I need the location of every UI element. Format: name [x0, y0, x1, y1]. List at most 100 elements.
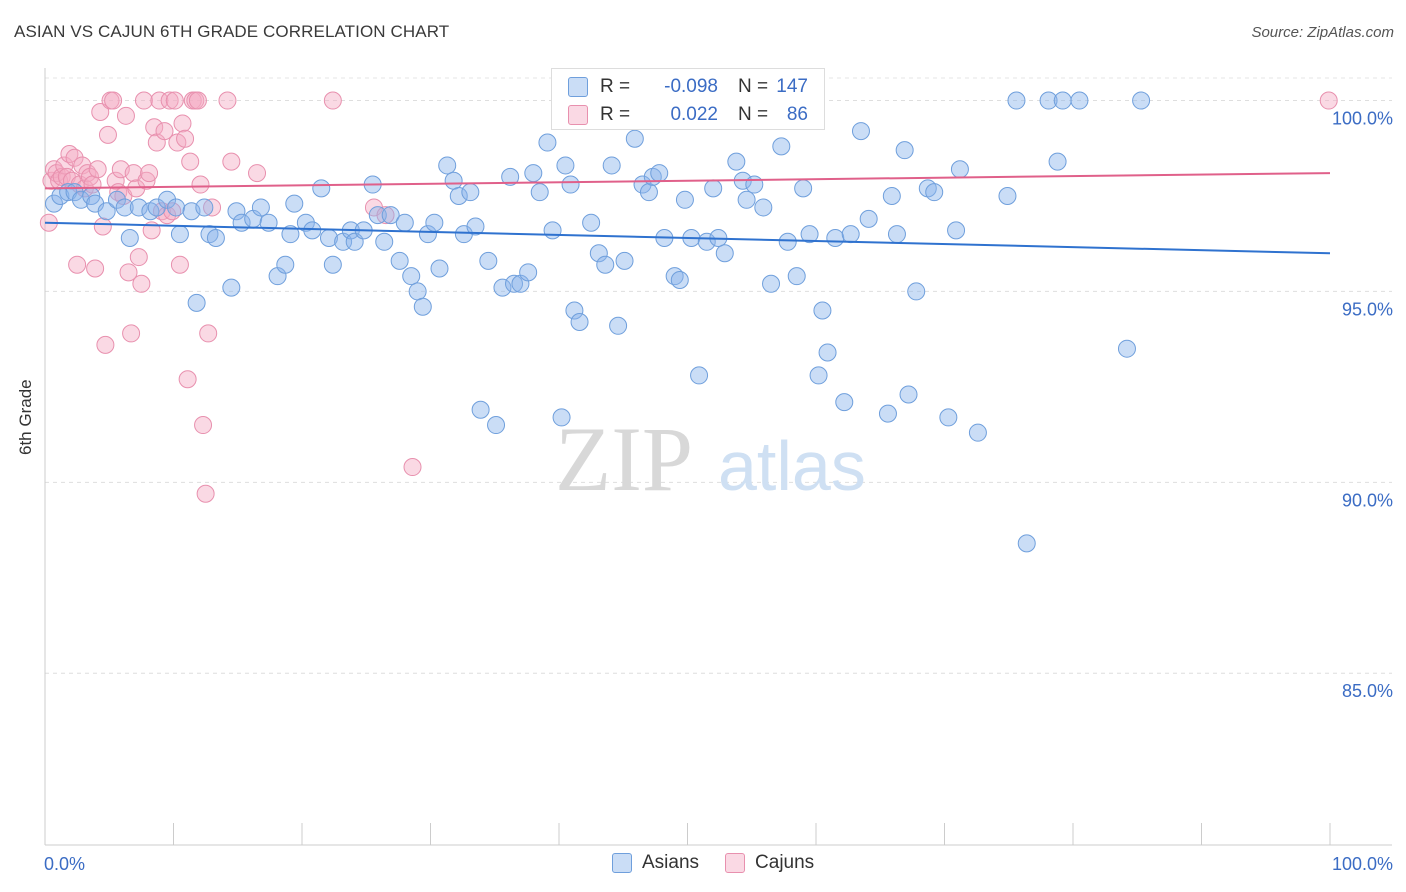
- asians-point: [395, 213, 414, 232]
- watermark-zip: ZIP: [555, 408, 693, 510]
- asians-point: [312, 179, 331, 198]
- asians-point: [800, 225, 819, 244]
- asians-point: [425, 213, 444, 232]
- asians-point: [487, 416, 506, 435]
- source-label: Source: ZipAtlas.com: [1251, 24, 1394, 41]
- cajuns-point: [140, 164, 159, 183]
- asians-point: [609, 316, 628, 335]
- watermark-atlas: atlas: [718, 427, 866, 505]
- y-tick-label: 85.0%: [1342, 681, 1393, 701]
- asians-point: [772, 137, 791, 156]
- cajuns-point: [191, 175, 210, 194]
- legend-item-cajuns[interactable]: Cajuns: [725, 852, 814, 874]
- asians-point: [1053, 91, 1072, 110]
- cajuns-point: [116, 106, 135, 125]
- asians-point: [524, 164, 543, 183]
- asians-point: [639, 183, 658, 202]
- cajuns-point: [119, 263, 138, 282]
- asians-point: [556, 156, 575, 175]
- asians-point: [925, 183, 944, 202]
- asians-point: [471, 400, 490, 419]
- asians-point: [195, 198, 214, 217]
- x-tick-label: 100.0%: [1332, 854, 1393, 874]
- asians-point: [276, 255, 295, 274]
- asians-point: [602, 156, 621, 175]
- legend: Asians Cajuns: [612, 852, 814, 874]
- asians-point: [444, 171, 463, 190]
- cajuns-stats-row: R = 0.022 N = 86: [568, 104, 808, 126]
- asians-point: [878, 404, 897, 423]
- cajuns-point: [98, 125, 117, 144]
- asians-point: [813, 301, 832, 320]
- asians-point: [158, 190, 177, 209]
- asians-point: [561, 175, 580, 194]
- asians-point: [390, 251, 409, 270]
- asians-point: [1048, 152, 1067, 171]
- asians-points: [44, 91, 1151, 553]
- asians-point: [115, 198, 134, 217]
- asians-point: [787, 267, 806, 286]
- cajuns-point: [91, 102, 110, 121]
- asians-point: [296, 213, 315, 232]
- asians-point: [737, 190, 756, 209]
- asians-point: [167, 198, 186, 217]
- asians-stats-row: R = -0.098 N = 147: [568, 76, 808, 98]
- asians-point: [947, 221, 966, 240]
- cajuns-point: [96, 335, 115, 354]
- legend-label-asians: Asians: [642, 852, 700, 873]
- legend-item-asians[interactable]: Asians: [612, 852, 699, 874]
- legend-swatch-asians: [612, 853, 632, 873]
- asians-point: [479, 251, 498, 270]
- asians-point: [227, 202, 246, 221]
- asians-point: [543, 221, 562, 240]
- asians-r-value: -0.098: [664, 76, 718, 97]
- asians-point: [745, 175, 764, 194]
- asians-point: [251, 198, 270, 217]
- cajuns-point: [145, 118, 164, 137]
- asians-point: [859, 209, 878, 228]
- y-tick-label: 100.0%: [1332, 109, 1393, 129]
- cajuns-point: [134, 91, 153, 110]
- cajuns-point: [122, 324, 141, 343]
- cajuns-point: [222, 152, 241, 171]
- asians-point: [519, 263, 538, 282]
- cajuns-n-value: 86: [786, 104, 808, 125]
- cajuns-point: [150, 91, 169, 110]
- asians-point: [675, 190, 694, 209]
- asians-point: [1070, 91, 1089, 110]
- asians-point: [968, 423, 987, 442]
- asians-point: [690, 366, 709, 385]
- asians-point: [222, 278, 241, 297]
- asians-point: [466, 217, 485, 236]
- y-tick-label: 95.0%: [1342, 299, 1393, 319]
- chart-title: ASIAN VS CAJUN 6TH GRADE CORRELATION CHA…: [14, 22, 450, 41]
- cajuns-point: [129, 248, 148, 267]
- legend-swatch-cajuns: [725, 853, 746, 873]
- asians-point: [493, 278, 512, 297]
- cajuns-n-label: N =: [738, 104, 769, 125]
- asians-r-label: R =: [600, 76, 631, 97]
- asians-point: [778, 232, 797, 251]
- asians-point: [582, 213, 601, 232]
- gridlines: [45, 77, 1392, 674]
- cajuns-point: [86, 259, 105, 278]
- asians-point: [107, 190, 126, 209]
- asians-point: [887, 225, 906, 244]
- asians-point: [899, 385, 918, 404]
- asians-point: [1132, 91, 1151, 110]
- y-tick-label: 90.0%: [1342, 490, 1393, 510]
- asians-point: [120, 228, 139, 247]
- asians-point: [895, 141, 914, 160]
- cajuns-point: [55, 156, 74, 175]
- cajuns-point: [160, 91, 179, 110]
- asians-point: [851, 122, 870, 141]
- asians-point: [794, 179, 813, 198]
- cajuns-point: [170, 255, 189, 274]
- asians-point: [418, 225, 437, 244]
- cajuns-point: [403, 458, 422, 477]
- asians-point: [368, 206, 387, 225]
- asians-point: [809, 366, 828, 385]
- asians-point: [670, 270, 689, 289]
- asians-point: [449, 186, 468, 205]
- axes: [44, 68, 1392, 846]
